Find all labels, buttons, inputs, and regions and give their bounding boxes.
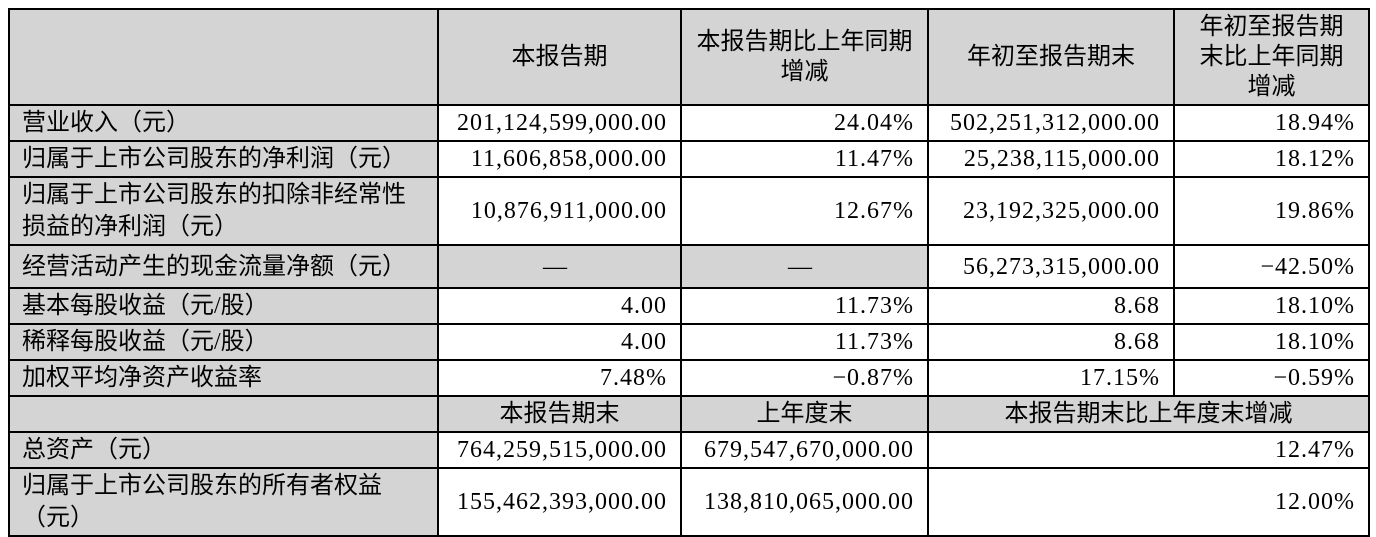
header-period-end-change: 本报告期末比上年度末增减 <box>927 395 1370 433</box>
cell-period-end-change: 12.00% <box>927 467 1370 537</box>
cell-ytd: 25,238,115,000.00 <box>927 140 1175 178</box>
cell-ytd-yoy-change: 18.12% <box>1173 140 1370 178</box>
cell-ytd: 502,251,312,000.00 <box>927 104 1175 142</box>
cell-current-period: 4.00 <box>437 323 682 361</box>
cell-current-period-yoy-change: 11.73% <box>680 287 929 325</box>
row-shareholders-equity: 归属于上市公司股东的所有者权益 （元） 155,462,393,000.00 1… <box>8 467 1370 537</box>
row-label: 总资产（元） <box>8 431 439 469</box>
cell-ytd: 23,192,325,000.00 <box>927 176 1175 246</box>
bottom-header-row: 本报告期末 上年度末 本报告期末比上年度末增减 <box>8 395 1370 433</box>
cell-ytd-yoy-change: −42.50% <box>1173 244 1370 289</box>
row-total-assets: 总资产（元） 764,259,515,000.00 679,547,670,00… <box>8 431 1370 469</box>
cell-current-period-yoy-change: −0.87% <box>680 359 929 397</box>
corner-cell <box>8 8 439 106</box>
row-label: 稀释每股收益（元/股） <box>8 323 439 361</box>
header-prev-year-end: 上年度末 <box>680 395 929 433</box>
row-net-profit-deducted: 归属于上市公司股东的扣除非经常性 损益的净利润（元） 10,876,911,00… <box>8 176 1370 246</box>
row-label: 经营活动产生的现金流量净额（元） <box>8 244 439 289</box>
cell-current-period-yoy-change: 24.04% <box>680 104 929 142</box>
cell-current-period: 201,124,599,000.00 <box>437 104 682 142</box>
cell-ytd: 8.68 <box>927 323 1175 361</box>
top-header-row: 本报告期 本报告期比上年同期 增减 年初至报告期末 年初至报告期 末比上年同期 … <box>8 8 1370 106</box>
header-current-period-yoy-change: 本报告期比上年同期 增减 <box>680 8 929 106</box>
cell-current-period: — <box>437 244 682 289</box>
header-ytd: 年初至报告期末 <box>927 8 1175 106</box>
row-net-profit: 归属于上市公司股东的净利润（元） 11,606,858,000.00 11.47… <box>8 140 1370 178</box>
financial-summary-table: 本报告期 本报告期比上年同期 增减 年初至报告期末 年初至报告期 末比上年同期 … <box>8 8 1370 537</box>
cell-current-period: 10,876,911,000.00 <box>437 176 682 246</box>
cell-ytd-yoy-change: 18.10% <box>1173 287 1370 325</box>
cell-current-period: 4.00 <box>437 287 682 325</box>
cell-period-end: 764,259,515,000.00 <box>437 431 682 469</box>
cell-ytd-yoy-change: −0.59% <box>1173 359 1370 397</box>
cell-ytd: 8.68 <box>927 287 1175 325</box>
cell-period-end-change: 12.47% <box>927 431 1370 469</box>
row-label: 归属于上市公司股东的所有者权益 （元） <box>8 467 439 537</box>
cell-prev-year-end: 138,810,065,000.00 <box>680 467 929 537</box>
row-operating-revenue: 营业收入（元） 201,124,599,000.00 24.04% 502,25… <box>8 104 1370 142</box>
cell-prev-year-end: 679,547,670,000.00 <box>680 431 929 469</box>
cell-ytd-yoy-change: 18.94% <box>1173 104 1370 142</box>
row-label: 营业收入（元） <box>8 104 439 142</box>
corner-cell <box>8 395 439 433</box>
row-diluted-eps: 稀释每股收益（元/股） 4.00 11.73% 8.68 18.10% <box>8 323 1370 361</box>
row-label: 归属于上市公司股东的扣除非经常性 损益的净利润（元） <box>8 176 439 246</box>
row-basic-eps: 基本每股收益（元/股） 4.00 11.73% 8.68 18.10% <box>8 287 1370 325</box>
cell-current-period-yoy-change: 11.47% <box>680 140 929 178</box>
row-operating-cash-flow: 经营活动产生的现金流量净额（元） — — 56,273,315,000.00 −… <box>8 244 1370 289</box>
cell-current-period-yoy-change: — <box>680 244 929 289</box>
cell-ytd: 17.15% <box>927 359 1175 397</box>
header-ytd-yoy-change: 年初至报告期 末比上年同期 增减 <box>1173 8 1370 106</box>
header-period-end: 本报告期末 <box>437 395 682 433</box>
row-label: 基本每股收益（元/股） <box>8 287 439 325</box>
cell-current-period: 7.48% <box>437 359 682 397</box>
header-current-period: 本报告期 <box>437 8 682 106</box>
cell-ytd-yoy-change: 19.86% <box>1173 176 1370 246</box>
cell-ytd-yoy-change: 18.10% <box>1173 323 1370 361</box>
row-weighted-roe: 加权平均净资产收益率 7.48% −0.87% 17.15% −0.59% <box>8 359 1370 397</box>
cell-current-period-yoy-change: 11.73% <box>680 323 929 361</box>
cell-current-period: 11,606,858,000.00 <box>437 140 682 178</box>
cell-current-period-yoy-change: 12.67% <box>680 176 929 246</box>
row-label: 归属于上市公司股东的净利润（元） <box>8 140 439 178</box>
cell-period-end: 155,462,393,000.00 <box>437 467 682 537</box>
row-label: 加权平均净资产收益率 <box>8 359 439 397</box>
cell-ytd: 56,273,315,000.00 <box>927 244 1175 289</box>
